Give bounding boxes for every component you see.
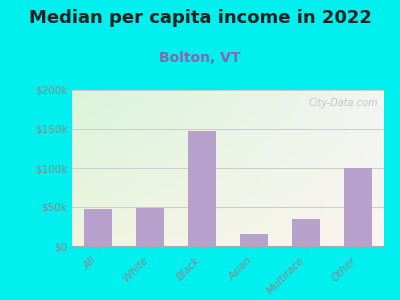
Text: Bolton, VT: Bolton, VT bbox=[159, 51, 241, 65]
Bar bbox=[84, 209, 112, 246]
Bar bbox=[344, 168, 372, 246]
Bar bbox=[240, 234, 268, 246]
Text: Median per capita income in 2022: Median per capita income in 2022 bbox=[28, 9, 372, 27]
Bar bbox=[188, 130, 216, 246]
Bar bbox=[136, 208, 164, 246]
Text: City-Data.com: City-Data.com bbox=[308, 98, 378, 108]
Bar bbox=[292, 220, 320, 246]
